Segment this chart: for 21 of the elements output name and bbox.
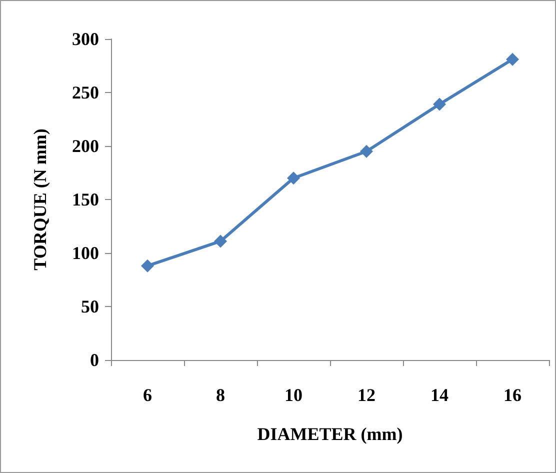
y-tick-label: 300	[72, 29, 99, 49]
point	[506, 52, 519, 66]
x-tick-label: 6	[143, 385, 152, 405]
point	[433, 98, 446, 111]
x-axis-title: DIAMETER (mm)	[257, 424, 403, 444]
point	[287, 172, 300, 185]
x-tick-label: 12	[358, 385, 376, 405]
x-tick-label: 10	[284, 385, 302, 405]
x-tick-label: 8	[216, 385, 225, 405]
x-tick-label: 16	[504, 385, 522, 405]
y-tick-label: 150	[72, 190, 99, 210]
point	[141, 259, 154, 272]
y-tick-label: 50	[81, 296, 99, 316]
y-tick-label: 200	[72, 136, 99, 156]
y-tick-label: 250	[72, 82, 99, 102]
x-tick-label: 14	[430, 385, 448, 405]
y-tick-label: 0	[90, 350, 99, 370]
point	[214, 234, 227, 248]
point	[360, 144, 373, 158]
y-axis-title: TORQUE (N mm)	[30, 128, 50, 270]
y-tick-label: 100	[72, 243, 99, 263]
